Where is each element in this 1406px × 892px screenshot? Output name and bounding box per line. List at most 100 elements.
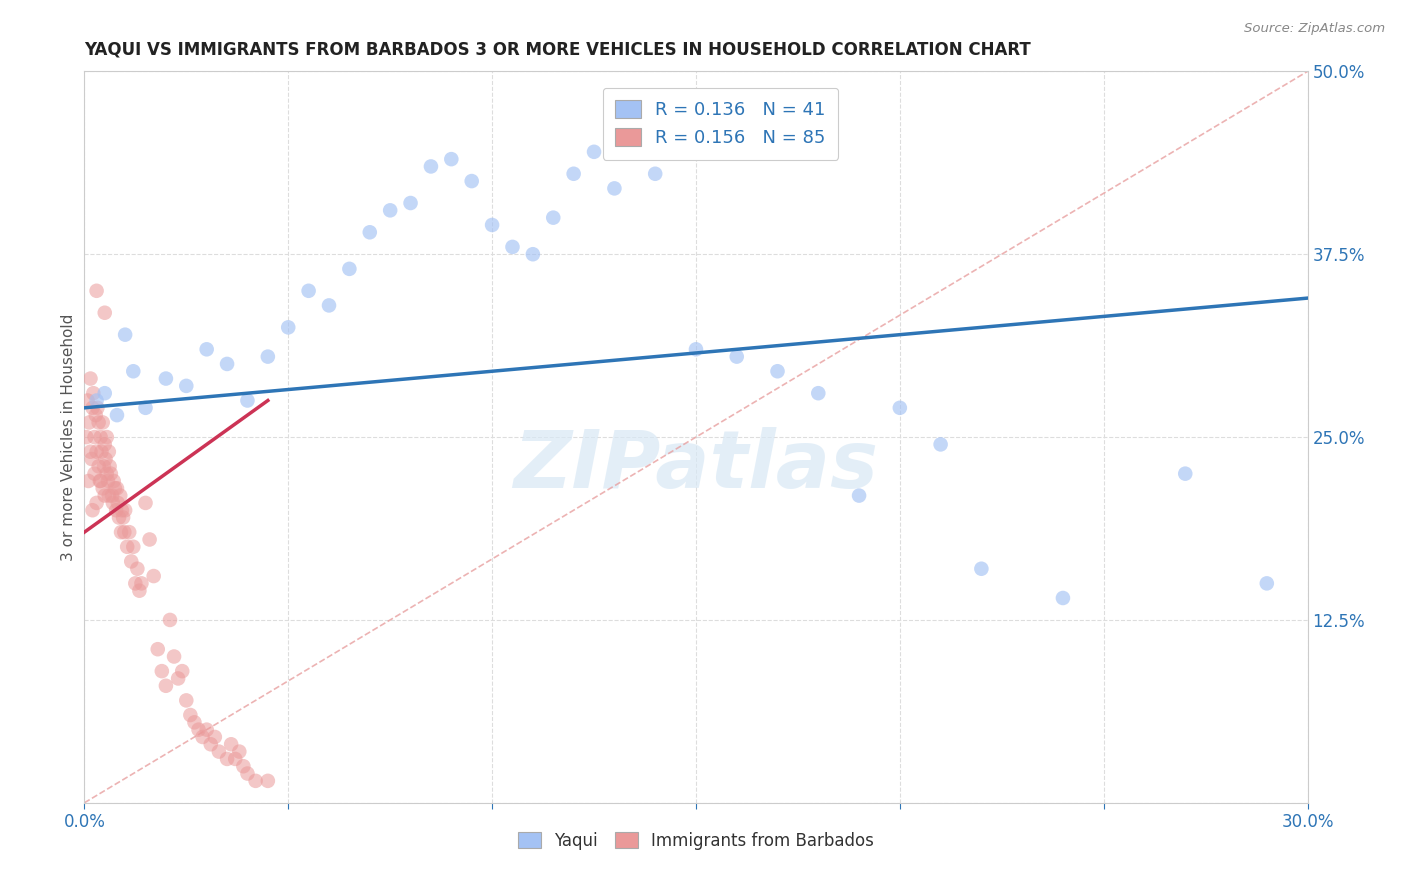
Point	[127, 562, 149, 576]
Point	[142, 569, 165, 583]
Point	[766, 364, 789, 378]
Point	[380, 203, 402, 218]
Point	[91, 481, 114, 495]
Point	[79, 444, 101, 458]
Point	[112, 525, 135, 540]
Point	[179, 708, 201, 723]
Point	[105, 481, 128, 495]
Point	[105, 503, 128, 517]
Point	[236, 766, 259, 780]
Point	[108, 510, 131, 524]
Point	[159, 613, 181, 627]
Point	[807, 386, 830, 401]
Point	[87, 416, 110, 430]
Point	[502, 240, 524, 254]
Point	[91, 416, 114, 430]
Point	[155, 371, 177, 385]
Legend: Yaqui, Immigrants from Barbados: Yaqui, Immigrants from Barbados	[510, 825, 882, 856]
Point	[82, 503, 104, 517]
Point	[200, 737, 222, 751]
Point	[172, 664, 194, 678]
Point	[543, 211, 565, 225]
Point	[522, 247, 544, 261]
Point	[98, 459, 121, 474]
Point	[97, 444, 120, 458]
Point	[1052, 591, 1074, 605]
Point	[135, 496, 157, 510]
Point	[93, 386, 115, 401]
Point	[79, 371, 101, 385]
Point	[461, 174, 484, 188]
Point	[685, 343, 707, 357]
Point	[970, 562, 993, 576]
Point	[257, 773, 280, 788]
Point	[111, 503, 134, 517]
Point	[82, 386, 104, 401]
Point	[83, 467, 105, 481]
Point	[562, 167, 585, 181]
Point	[124, 576, 146, 591]
Point	[122, 540, 145, 554]
Point	[929, 437, 952, 451]
Point	[93, 306, 115, 320]
Point	[101, 489, 124, 503]
Point	[187, 723, 209, 737]
Point	[100, 467, 122, 481]
Point	[114, 327, 136, 342]
Point	[163, 649, 186, 664]
Point	[97, 489, 120, 503]
Point	[138, 533, 160, 547]
Point	[174, 379, 197, 393]
Point	[86, 496, 108, 510]
Point	[219, 737, 242, 751]
Point	[1174, 467, 1197, 481]
Point	[725, 350, 748, 364]
Point	[86, 444, 108, 458]
Point	[77, 416, 100, 430]
Point	[96, 430, 118, 444]
Point	[232, 759, 254, 773]
Point	[236, 393, 259, 408]
Point	[146, 642, 169, 657]
Point	[86, 284, 108, 298]
Point	[131, 576, 153, 591]
Point	[104, 481, 127, 495]
Point	[120, 554, 142, 568]
Point	[105, 408, 128, 422]
Point	[195, 723, 218, 737]
Point	[420, 160, 443, 174]
Point	[183, 715, 205, 730]
Point	[87, 459, 110, 474]
Point	[103, 474, 125, 488]
Point	[481, 218, 503, 232]
Point	[93, 437, 115, 451]
Point	[94, 452, 117, 467]
Point	[110, 525, 132, 540]
Point	[167, 672, 190, 686]
Point	[155, 679, 177, 693]
Point	[75, 430, 97, 444]
Point	[82, 401, 104, 415]
Y-axis label: 3 or more Vehicles in Household: 3 or more Vehicles in Household	[60, 313, 76, 561]
Point	[90, 430, 112, 444]
Point	[80, 452, 103, 467]
Point	[96, 467, 118, 481]
Text: ZIPatlas: ZIPatlas	[513, 427, 879, 506]
Point	[245, 773, 267, 788]
Point	[217, 357, 239, 371]
Point	[150, 664, 173, 678]
Text: Source: ZipAtlas.com: Source: ZipAtlas.com	[1244, 22, 1385, 36]
Point	[298, 284, 321, 298]
Point	[122, 364, 145, 378]
Point	[90, 474, 112, 488]
Point	[112, 510, 135, 524]
Point	[359, 225, 381, 239]
Point	[318, 298, 340, 312]
Point	[86, 401, 108, 415]
Point	[76, 393, 98, 408]
Point	[399, 196, 422, 211]
Point	[114, 503, 136, 517]
Point	[217, 752, 239, 766]
Point	[84, 408, 107, 422]
Point	[440, 152, 463, 166]
